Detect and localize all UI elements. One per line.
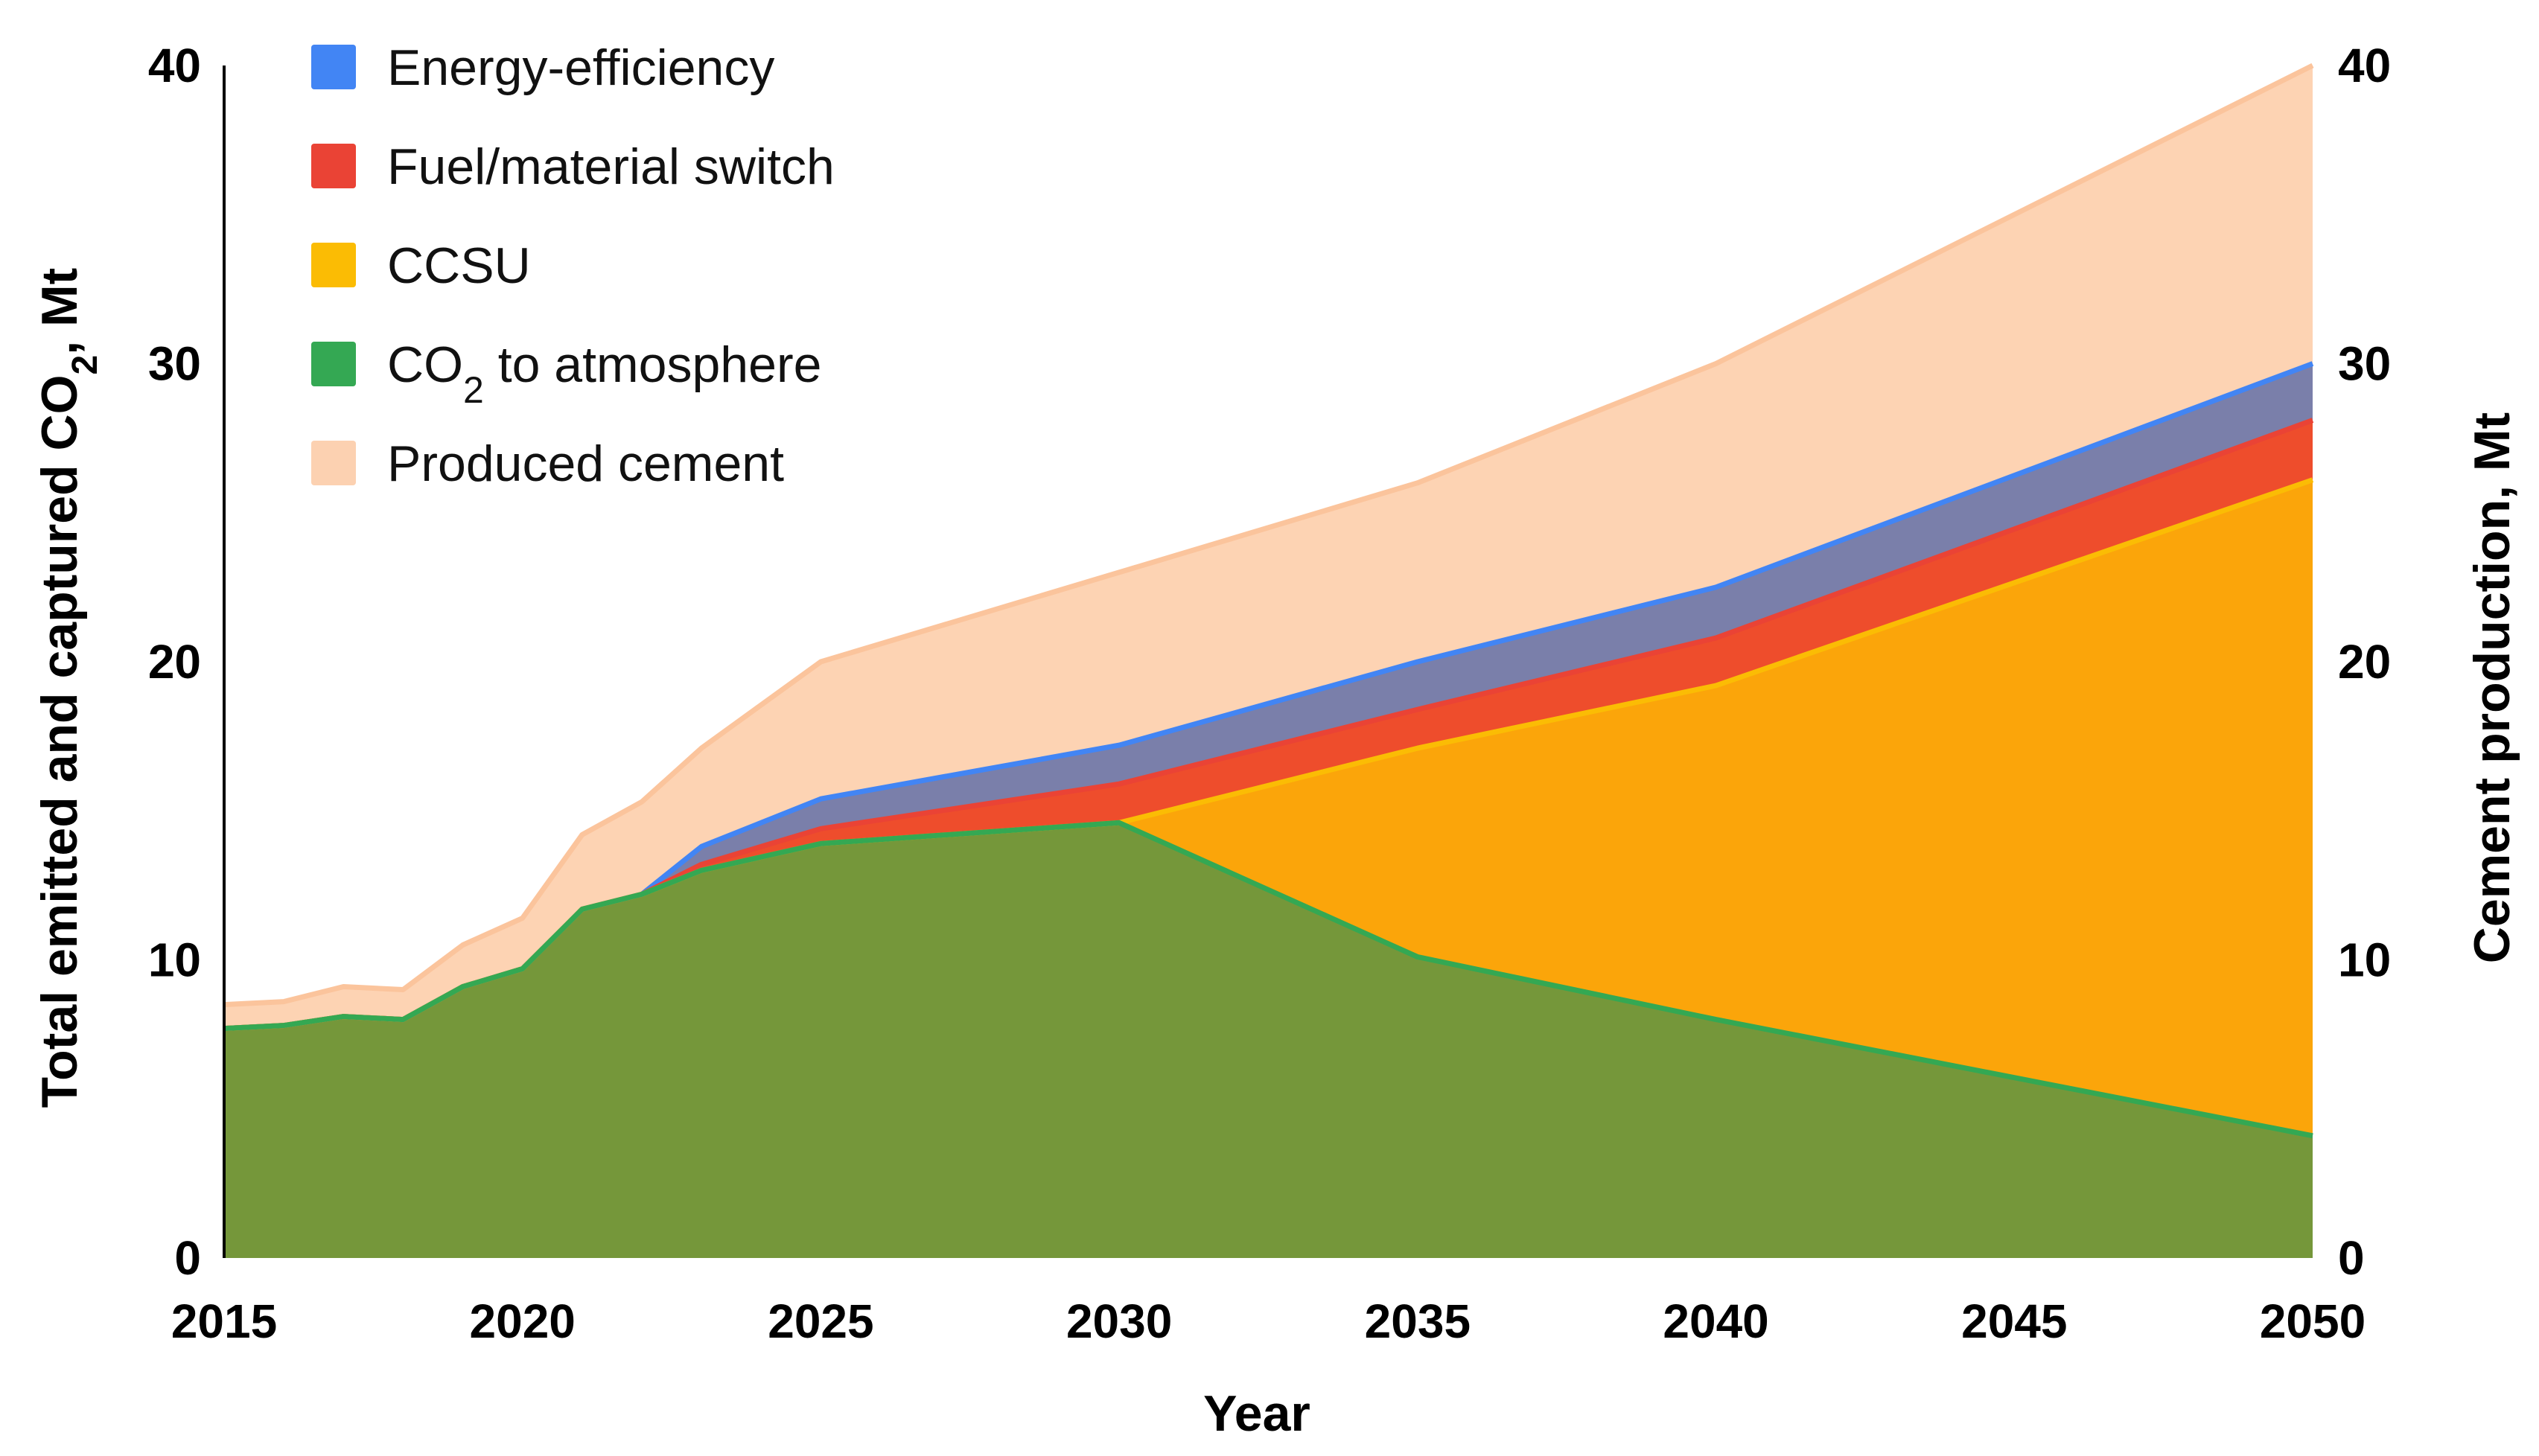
legend-label-co2-to-atmosphere: CO2 to atmosphere <box>387 336 821 411</box>
y-axis-title-part-2: , Mt <box>31 268 88 355</box>
x-tick-label-2045: 2045 <box>1961 1294 2067 1348</box>
y-tick-label-10: 10 <box>148 933 201 987</box>
chart-areas <box>223 63 2314 1259</box>
y-tick-label-30: 30 <box>148 337 201 391</box>
area-co-to-atmosphere <box>224 823 2313 1258</box>
legend-co2-part-2: to atmosphere <box>484 336 822 393</box>
legend-swatch-ccsu <box>311 243 356 287</box>
tick-labels: 2015 2020 2025 2030 2035 2040 2045 205001020304… <box>148 39 2391 1348</box>
x-tick-label-2030: 2030 <box>1066 1294 1172 1348</box>
y2-tick-label-20: 20 <box>2338 635 2391 689</box>
y-tick-label-0: 0 <box>174 1231 201 1285</box>
x-tick-label-2035: 2035 <box>1365 1294 1471 1348</box>
legend-swatch-co2-to-atmosphere <box>311 342 356 386</box>
x-tick-label-2015: 2015 <box>171 1294 277 1348</box>
y2-tick-label-10: 10 <box>2338 933 2391 987</box>
y-axis-title: Total emitted and captured CO2, Mt <box>31 268 105 1108</box>
x-tick-label-2025: 2025 <box>768 1294 873 1348</box>
y2-tick-label-0: 0 <box>2338 1231 2365 1285</box>
x-axis-title: Year <box>1203 1385 1310 1442</box>
x-tick-label-2050: 2050 <box>2260 1294 2366 1348</box>
legend: Energy-efficiency Fuel/material switch C… <box>311 39 835 492</box>
y2-tick-label-40: 40 <box>2338 39 2391 92</box>
y-axis-title-part-1: Total emitted and captured CO <box>31 374 88 1108</box>
y2-tick-label-30: 30 <box>2338 337 2391 391</box>
legend-swatch-produced-cement <box>311 441 356 485</box>
y-tick-label-40: 40 <box>148 39 201 92</box>
y-axis-title-subscript: 2 <box>66 355 105 375</box>
legend-label-produced-cement: Produced cement <box>387 435 784 492</box>
legend-co2-subscript: 2 <box>463 369 484 411</box>
line-produced-cement <box>223 63 2314 1008</box>
legend-label-ccsu: CCSU <box>387 237 531 294</box>
x-tick-label-2020: 2020 <box>470 1294 576 1348</box>
legend-co2-part-1: CO <box>387 336 463 393</box>
y-tick-label-20: 20 <box>148 635 201 689</box>
legend-swatch-energy-efficiency <box>311 45 356 89</box>
legend-swatch-fuel-material-switch <box>311 144 356 188</box>
x-tick-label-2040: 2040 <box>1663 1294 1768 1348</box>
legend-label-fuel-material-switch: Fuel/material switch <box>387 138 835 195</box>
legend-label-energy-efficiency: Energy-efficiency <box>387 39 774 96</box>
line-co-to-atmosphere <box>223 820 2313 1139</box>
y2-axis-title: Cement production, Mt <box>2464 412 2520 963</box>
